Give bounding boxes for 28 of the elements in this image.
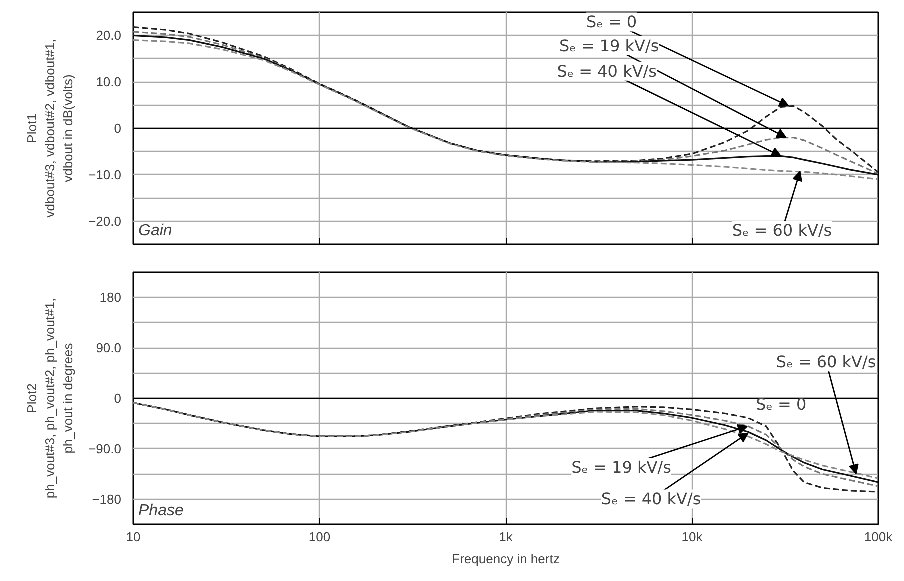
annotation: Sₑ = 0: [756, 395, 807, 414]
annotation: Sₑ = 60 kV/s: [776, 352, 876, 372]
y-tick-label: 0: [114, 121, 122, 136]
y-tick-label: −20.0: [88, 214, 122, 229]
annotation: Sₑ = 0: [586, 12, 638, 32]
annotation: Phase: [138, 502, 184, 520]
y-tick-label: 180: [100, 290, 122, 306]
y-tick-label: −10.0: [88, 167, 122, 182]
annotation: Sₑ = 40 kV/s: [557, 62, 658, 81]
y-tick-label: −180: [92, 492, 122, 507]
annotation: Sₑ = 19 kV/s: [559, 36, 660, 56]
x-tick-label: 10k: [682, 530, 704, 544]
annotation: Sₑ = 40 kV/s: [601, 490, 702, 509]
annotation: Sₑ = 19 kV/s: [572, 458, 672, 477]
y-tick-label: 10.0: [96, 74, 122, 90]
y-axis-title: Plot1 vdbout#3, vdbout#2, vdbout#1, vdbout in dB(volts): [24, 39, 76, 218]
y-tick-label: 0: [114, 391, 122, 406]
y-tick-label: 90.0: [96, 340, 122, 356]
x-tick-label: 10: [126, 530, 141, 544]
y-tick-label: −90.0: [88, 441, 122, 456]
y-axis-title: Plot2 ph_vout#3, ph_vout#2, ph_vout#1, ph_vout in degrees: [24, 298, 76, 499]
x-axis-title: Frequency in hertz: [452, 552, 560, 566]
annotation: Gain: [138, 222, 172, 240]
annotation: Sₑ = 60 kV/s: [732, 221, 832, 240]
x-tick-label: 100k: [864, 530, 894, 544]
x-tick-label: 1k: [499, 530, 514, 544]
x-tick-label: 100: [308, 530, 331, 544]
y-tick-label: 20.0: [96, 28, 122, 44]
